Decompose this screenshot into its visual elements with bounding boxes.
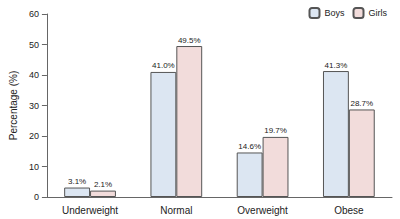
svg-text:20: 20 — [29, 131, 39, 141]
svg-text:14.6%: 14.6% — [238, 142, 261, 151]
svg-text:Overweight: Overweight — [237, 205, 288, 216]
svg-text:2.1%: 2.1% — [94, 180, 112, 189]
svg-text:0: 0 — [34, 192, 39, 202]
svg-text:49.5%: 49.5% — [178, 36, 201, 45]
svg-text:41.0%: 41.0% — [152, 61, 175, 70]
svg-text:Normal: Normal — [160, 205, 192, 216]
svg-text:10: 10 — [29, 162, 39, 172]
svg-text:3.1%: 3.1% — [68, 177, 86, 186]
svg-text:41.3%: 41.3% — [325, 61, 348, 70]
svg-text:50: 50 — [29, 40, 39, 50]
svg-text:40: 40 — [29, 70, 39, 80]
svg-text:Percentage (%): Percentage (%) — [8, 71, 19, 140]
svg-text:Boys: Boys — [324, 8, 345, 18]
svg-text:28.7%: 28.7% — [350, 99, 373, 108]
svg-text:30: 30 — [29, 101, 39, 111]
svg-text:Girls: Girls — [369, 8, 388, 18]
svg-text:60: 60 — [29, 9, 39, 19]
svg-text:Obese: Obese — [334, 205, 364, 216]
svg-text:19.7%: 19.7% — [264, 126, 287, 135]
svg-text:Underweight: Underweight — [62, 205, 118, 216]
